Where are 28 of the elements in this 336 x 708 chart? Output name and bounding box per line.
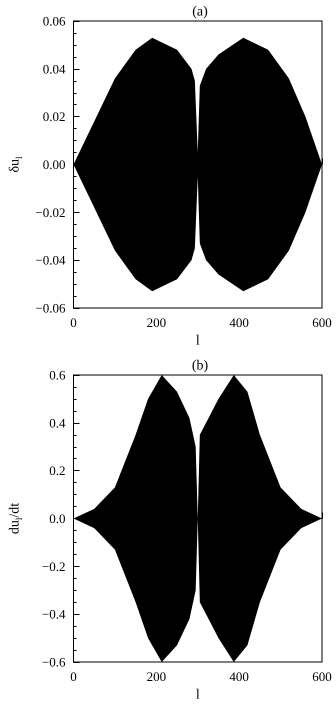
y-tick-label: 0.4	[49, 415, 66, 430]
y-tick-label: 0.04	[42, 61, 66, 76]
y-tick-label: 0.06	[42, 14, 66, 28]
chart-title: (a)	[192, 4, 208, 20]
y-tick-label: −0.06	[35, 300, 66, 316]
x-tick-label: 200	[146, 315, 166, 330]
y-tick-label: 0.00	[42, 157, 66, 172]
y-axis-title: δul	[8, 156, 24, 173]
x-tick-label: 600	[312, 315, 332, 330]
y-tick-label: −0.2	[42, 558, 66, 574]
chart-title: (b)	[192, 358, 208, 374]
y-tick-label: 0.2	[49, 463, 66, 478]
x-tick-label: 600	[312, 669, 332, 684]
x-axis-title: l	[196, 687, 200, 702]
y-tick-label: −0.04	[35, 252, 66, 268]
x-axis-title: l	[196, 333, 200, 348]
y-axis-title: dul/dt	[8, 502, 24, 534]
x-tick-label: 400	[229, 669, 249, 684]
y-tick-label: 0.6	[49, 368, 66, 382]
y-tick-label: −0.02	[35, 204, 66, 220]
y-tick-label: 0.0	[49, 511, 66, 526]
y-tick-label: 0.02	[42, 109, 66, 124]
y-tick-label: −0.4	[42, 606, 66, 622]
x-tick-label: 0	[70, 669, 77, 684]
x-tick-label: 0	[70, 315, 77, 330]
y-tick-label: −0.6	[42, 654, 66, 670]
x-tick-label: 400	[229, 315, 249, 330]
x-tick-label: 200	[146, 669, 166, 684]
